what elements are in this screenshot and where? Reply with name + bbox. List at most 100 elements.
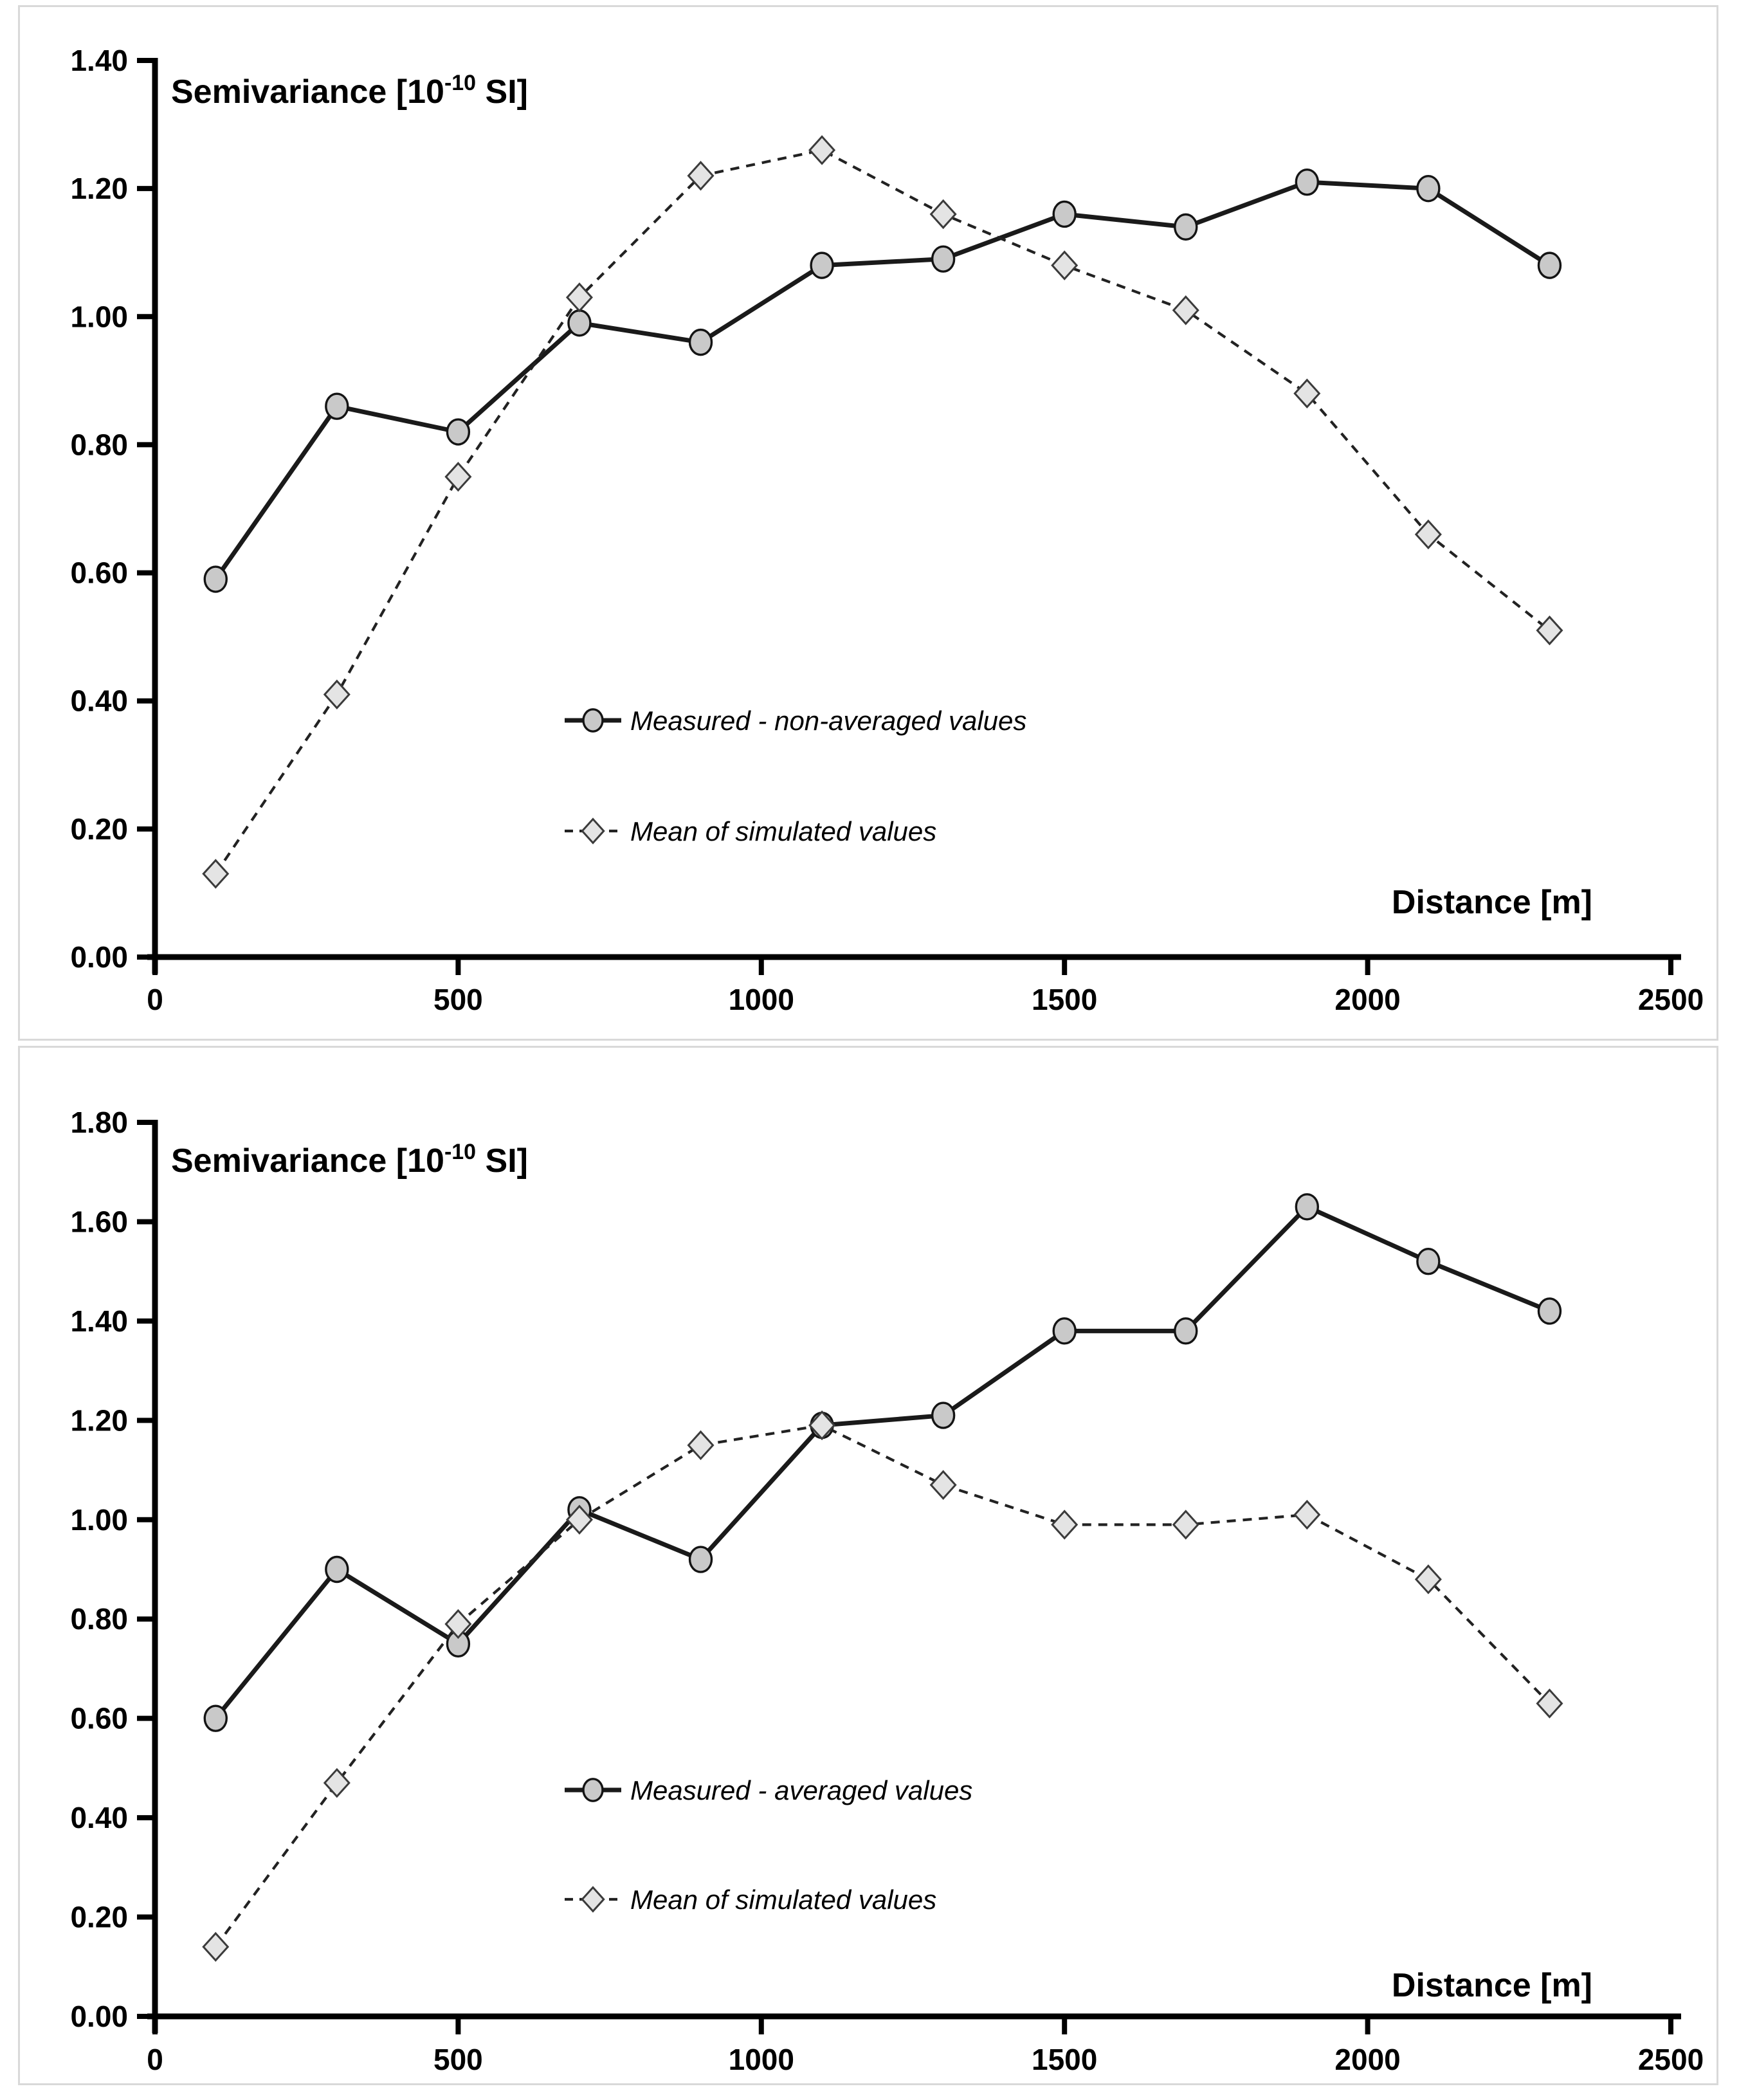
chart-title: Semivariance [10-10 SI] [171,1140,528,1180]
y-axis-ticks: 0.00 0.20 0.40 0.60 0.80 1.00 1.20 1.40 1.60 1.80 [70,1106,155,2033]
circle-marker [1416,174,1441,203]
circle-marker [1174,1317,1198,1345]
y-tick-label: 0.00 [70,2000,128,2033]
series-measured [203,168,1562,593]
y-tick-label: 0.20 [70,1901,128,1934]
y-tick-label: 1.40 [70,44,128,77]
circle-marker [1537,1297,1562,1325]
y-tick-label: 1.20 [70,172,128,205]
diamond-marker [565,1504,593,1535]
x-tick-label: 1500 [1032,2043,1097,2076]
x-axis-ticks: 0 500 1000 1500 2000 2500 [147,957,1704,1016]
diamond-marker [565,282,593,313]
circle-marker [446,418,471,446]
y-tick-label: 1.80 [70,1106,128,1139]
x-tick-label: 2500 [1638,2043,1704,2076]
circle-marker [931,245,956,273]
y-tick-label: 0.80 [70,1602,128,1636]
x-tick-label: 1000 [729,2043,794,2076]
y-tick-label: 0.80 [70,428,128,461]
x-tick-label: 1500 [1032,983,1097,1016]
diamond-marker [1536,1688,1563,1719]
legend-label: Measured - non-averaged values [630,706,1026,736]
y-tick-label: 0.60 [70,556,128,590]
legend-item-simulated: Mean of simulated values [565,816,936,846]
series-line [214,1204,1551,1720]
circle-marker [931,1402,956,1429]
x-tick-label: 2000 [1334,2043,1400,2076]
circle-marker [1416,1248,1441,1275]
diamond-marker [1414,1564,1442,1594]
semivariogram-chart-non-averaged: 0.00 0.20 0.40 0.60 0.80 1.00 1.20 1.40 0 500 1000… [18,5,1718,1041]
circle-marker [1052,200,1077,228]
diamond-marker [687,1430,715,1461]
circle-marker [582,1778,604,1802]
circle-marker [325,392,349,420]
x-tick-label: 1000 [729,983,794,1016]
series-simulated [202,1410,1563,1962]
y-tick-label: 1.40 [70,1304,128,1338]
series-line [214,179,1551,581]
circle-marker [1295,168,1320,196]
y-axis-ticks: 0.00 0.20 0.40 0.60 0.80 1.00 1.20 1.40 [70,44,155,974]
legend-label: Measured - averaged values [630,1775,972,1805]
x-tick-label: 500 [433,2043,483,2076]
diamond-marker [202,1931,230,1962]
circle-marker [582,708,604,733]
circle-marker [1295,1193,1320,1221]
diamond-marker [1414,519,1442,550]
x-tick-label: 2000 [1334,983,1400,1016]
x-tick-label: 500 [433,983,483,1016]
x-axis-label: Distance [m] [1392,1967,1592,2004]
circle-marker [1052,1317,1077,1345]
circle-marker [688,1546,713,1573]
diamond-marker [1172,1510,1199,1540]
circle-marker [203,1704,228,1732]
diamond-marker [808,135,836,165]
panel-border [18,1046,1718,2085]
y-tick-label: 1.60 [70,1205,128,1238]
legend-item-simulated: Mean of simulated values [565,1885,936,1915]
diamond-marker [687,160,715,191]
legend-label: Mean of simulated values [630,1885,936,1915]
diamond-marker [1293,1499,1321,1530]
bottom-chart-panel: 0.00 0.20 0.40 0.60 0.80 1.00 1.20 1.40 1.60 1.80… [18,1046,1718,2085]
circle-marker [810,251,834,279]
series-measured [203,1193,1562,1732]
legend-label: Mean of simulated values [630,816,936,846]
x-tick-label: 0 [147,2043,163,2076]
semivariogram-chart-averaged: 0.00 0.20 0.40 0.60 0.80 1.00 1.20 1.40 1.60 1.80… [18,1046,1718,2085]
diamond-marker [1051,250,1079,280]
diamond-marker [1051,1510,1079,1540]
diamond-marker [202,859,230,889]
diamond-marker [1293,378,1321,409]
diamond-marker [323,679,351,709]
diamond-marker [581,817,605,845]
diamond-marker [1172,295,1199,325]
legend-item-measured: Measured - averaged values [565,1775,972,1805]
circle-marker [203,565,228,593]
legend: Measured - averaged values Mean of simula… [565,1775,972,1915]
y-tick-label: 0.20 [70,812,128,846]
y-tick-label: 0.40 [70,684,128,718]
circle-marker [688,328,713,356]
circle-marker [567,309,592,337]
y-tick-label: 0.40 [70,1801,128,1834]
circle-marker [325,1555,349,1584]
diamond-marker [929,1470,957,1500]
y-tick-label: 1.00 [70,300,128,333]
legend-item-measured: Measured - non-averaged values [565,706,1026,736]
x-tick-label: 0 [147,983,163,1016]
series-line [214,149,1551,875]
diamond-marker [1536,615,1563,646]
series-line [214,1423,1551,1948]
legend: Measured - non-averaged values Mean of si… [565,706,1026,846]
diamond-marker [444,1609,472,1639]
circle-marker [1537,251,1562,279]
y-tick-label: 0.00 [70,940,128,974]
chart-title: Semivariance [10-10 SI] [171,71,528,111]
y-tick-label: 1.20 [70,1403,128,1437]
diamond-marker [929,199,957,230]
diamond-marker [444,461,472,492]
diamond-marker [323,1767,351,1798]
